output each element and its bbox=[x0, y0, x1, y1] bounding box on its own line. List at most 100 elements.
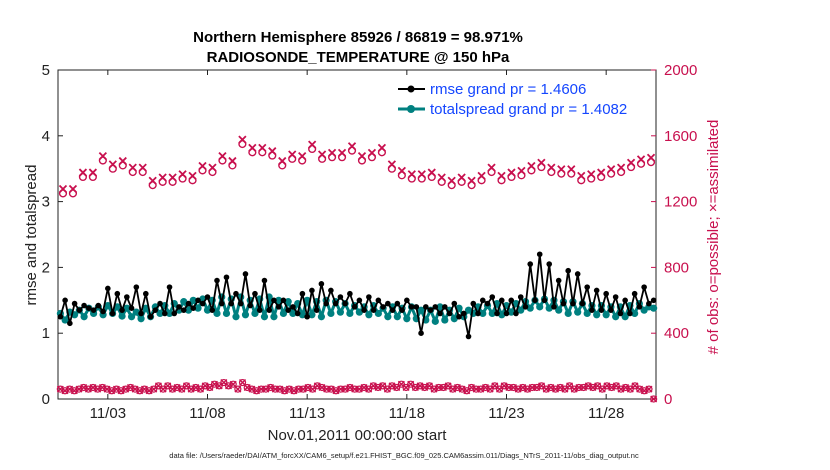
rmse-point bbox=[86, 305, 92, 311]
rmse-point bbox=[479, 297, 486, 304]
rmse-point bbox=[536, 251, 543, 258]
obs-low-circle bbox=[351, 385, 359, 393]
obs-low-circle bbox=[309, 385, 317, 393]
rmse-point bbox=[622, 297, 628, 304]
obs-assimilated-point bbox=[547, 163, 556, 172]
obs-low-point bbox=[444, 382, 452, 390]
rmse-point bbox=[456, 313, 462, 320]
spread-point bbox=[132, 308, 140, 316]
obs-low-circle bbox=[215, 382, 223, 390]
obs-low-circle bbox=[379, 382, 387, 390]
obs-assimilated-cross-b bbox=[228, 156, 237, 166]
rmse-point bbox=[356, 297, 363, 304]
rmse-point bbox=[180, 307, 187, 313]
obs-low-circle bbox=[182, 382, 191, 390]
obs-low-cross-b bbox=[500, 382, 508, 390]
rmse-point bbox=[161, 310, 168, 317]
rmse-point bbox=[404, 297, 410, 304]
obs-low-circle bbox=[206, 383, 214, 392]
rmse-point bbox=[593, 287, 600, 294]
obs-assimilated-cross-b bbox=[148, 176, 157, 185]
spread-point bbox=[289, 309, 297, 318]
obs-low-circle bbox=[528, 383, 536, 392]
obs-assimilated-point bbox=[98, 151, 107, 161]
rmse-point bbox=[119, 307, 125, 313]
rmse-point bbox=[427, 307, 434, 313]
obs-low-cross-b bbox=[56, 385, 64, 393]
rmse-point bbox=[418, 330, 424, 337]
rmse-point bbox=[408, 304, 415, 310]
obs-assimilated-point bbox=[58, 184, 68, 194]
obs-assimilated-point bbox=[248, 143, 257, 153]
obs-assimilated-cross-b bbox=[258, 143, 267, 153]
obs-low-cross-b bbox=[154, 382, 162, 390]
rmse-point bbox=[475, 310, 481, 317]
x-tick-label: 11/08 bbox=[189, 405, 225, 422]
rmse-point bbox=[366, 294, 372, 300]
obs-assimilated-point bbox=[427, 168, 436, 177]
obs-low-cross-b bbox=[243, 383, 251, 391]
obs-low-circle bbox=[495, 385, 504, 393]
obs-assimilated-cross-b bbox=[108, 160, 117, 169]
obs-low-cross-b bbox=[416, 382, 424, 390]
obs-assimilated-point bbox=[188, 171, 197, 180]
obs-low-cross-b bbox=[318, 383, 326, 391]
obs-assimilated-point bbox=[228, 156, 237, 166]
rmse-point bbox=[598, 307, 605, 313]
spread-point bbox=[507, 308, 515, 316]
obs-low-circle bbox=[393, 383, 401, 392]
obs-low-circle bbox=[407, 380, 415, 388]
obs-low-cross-b bbox=[612, 382, 620, 390]
spread-point bbox=[374, 309, 382, 318]
spread-point bbox=[213, 309, 221, 318]
rmse-point bbox=[508, 297, 515, 304]
obs-assimilated-cross-b bbox=[497, 171, 506, 180]
obs-assimilated-point bbox=[487, 163, 496, 172]
obs-assimilated-point bbox=[118, 156, 127, 166]
rmse-point bbox=[309, 287, 315, 294]
rmse-point bbox=[555, 277, 562, 284]
x-tick-label: 11/23 bbox=[488, 405, 524, 422]
obs-assimilated-cross-b bbox=[188, 171, 197, 180]
obs-assimilated-cross-b bbox=[288, 150, 297, 159]
obs-layer bbox=[56, 135, 658, 403]
obs-assimilated-point bbox=[607, 165, 616, 174]
rmse-point bbox=[214, 277, 220, 284]
obs-low-cross-b bbox=[481, 383, 489, 391]
obs-low-cross-b bbox=[467, 383, 475, 391]
rmse-point bbox=[484, 300, 491, 307]
rmse-point bbox=[570, 300, 576, 307]
y-tick-label-right: 400 bbox=[664, 325, 689, 342]
spread-point bbox=[232, 313, 240, 321]
obs-assimilated-cross-b bbox=[587, 170, 596, 179]
rmse-point bbox=[332, 300, 339, 307]
obs-low-circle bbox=[594, 382, 602, 390]
obs-low-circle bbox=[505, 383, 513, 392]
obs-low-circle bbox=[154, 382, 163, 390]
rmse-point bbox=[228, 300, 235, 307]
rmse-point bbox=[532, 297, 538, 304]
obs-low-cross-b bbox=[313, 382, 321, 390]
obs-low-cross-b bbox=[547, 383, 555, 391]
rmse-point bbox=[337, 294, 344, 300]
obs-assimilated-point bbox=[317, 150, 327, 159]
rmse-point bbox=[195, 297, 201, 304]
rmse-point bbox=[109, 310, 116, 317]
spread-point bbox=[450, 315, 458, 323]
obs-assimilated-point bbox=[258, 143, 267, 153]
spread-point bbox=[631, 309, 639, 318]
obs-assimilated-cross-b bbox=[467, 176, 476, 185]
obs-assimilated-point bbox=[397, 166, 406, 176]
spread-point bbox=[298, 311, 307, 319]
rmse-point bbox=[551, 304, 557, 310]
rmse-series bbox=[57, 251, 657, 340]
rmse-point bbox=[631, 290, 638, 297]
obs-low-cross-b bbox=[66, 385, 74, 393]
y-tick-label-left: 3 bbox=[42, 194, 50, 211]
obs-low-circle bbox=[178, 385, 186, 393]
obs-low-point bbox=[234, 385, 242, 393]
obs-low-circle bbox=[196, 385, 205, 393]
spread-point bbox=[123, 304, 131, 312]
obs-low-circle bbox=[631, 382, 639, 390]
obs-low-cross-b bbox=[131, 385, 139, 393]
